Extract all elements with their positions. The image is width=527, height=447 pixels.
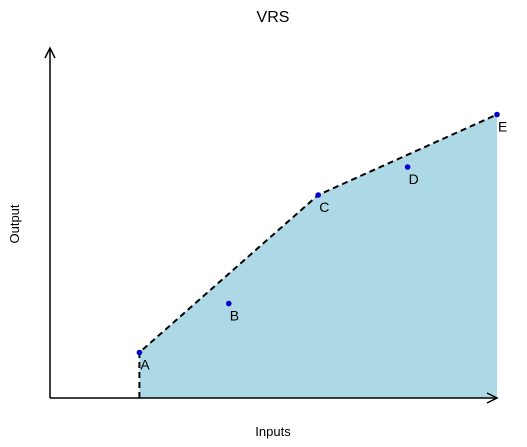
data-point-a <box>137 350 143 356</box>
data-point-b <box>226 301 232 307</box>
point-label-c: C <box>319 199 329 215</box>
feasible-region-area <box>139 115 497 399</box>
point-label-e: E <box>498 119 507 135</box>
point-label-b: B <box>230 308 239 324</box>
data-point-c <box>315 192 321 198</box>
data-point-e <box>494 112 500 118</box>
chart-title: VRS <box>257 9 290 26</box>
point-label-d: D <box>409 171 419 187</box>
y-axis-label: Output <box>7 204 22 243</box>
feasible-region-layer <box>139 115 497 399</box>
data-point-d <box>405 164 411 170</box>
point-label-a: A <box>140 357 150 373</box>
x-axis-label: Inputs <box>255 424 291 439</box>
